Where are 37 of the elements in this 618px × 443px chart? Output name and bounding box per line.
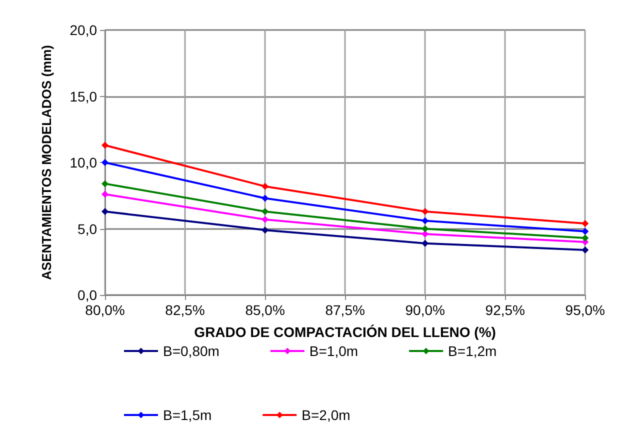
y-tick-label: 15,0 (70, 88, 98, 104)
point (262, 182, 269, 190)
point (262, 216, 269, 223)
y-tick-label: 0,0 (78, 287, 98, 303)
point (422, 208, 429, 216)
point (582, 246, 589, 254)
point (262, 208, 269, 216)
legend-label: B=1,0m (309, 343, 358, 359)
point (582, 220, 589, 227)
legend-label: B=2,0m (302, 407, 350, 423)
x-tick-label: 85,0% (245, 302, 285, 318)
legend-label: B=1,2m (448, 343, 497, 359)
x-tick-label: 95,0% (565, 302, 606, 318)
legend-label: B=0,80m (163, 343, 220, 359)
x-tick-label: 82,5% (165, 302, 205, 318)
point (422, 217, 429, 224)
y-tick-label: 10,0 (70, 154, 98, 170)
y-axis-title: ASENTAMIENTOS MODELADOS (mm) (39, 45, 54, 280)
point (422, 240, 429, 247)
point (102, 142, 108, 149)
x-tick-label: 80,0% (85, 302, 125, 318)
point (102, 180, 108, 188)
x-tick-label: 87,5% (325, 302, 365, 318)
point (102, 208, 108, 216)
x-tick-label: 92,5% (485, 302, 525, 318)
point (262, 194, 269, 202)
x-axis-title: GRADO DE COMPACTACIÓN DEL LLENO (%) (194, 324, 496, 340)
point (422, 230, 429, 238)
point (582, 228, 589, 235)
x-tick-label: 90,0% (405, 302, 445, 318)
point (422, 225, 429, 232)
y-tick-label: 5,0 (78, 220, 98, 237)
y-tick-label: 20,0 (70, 22, 98, 38)
point (262, 226, 269, 234)
point (582, 234, 589, 242)
legend-label: B=1,5m (163, 407, 212, 423)
point (102, 190, 108, 198)
